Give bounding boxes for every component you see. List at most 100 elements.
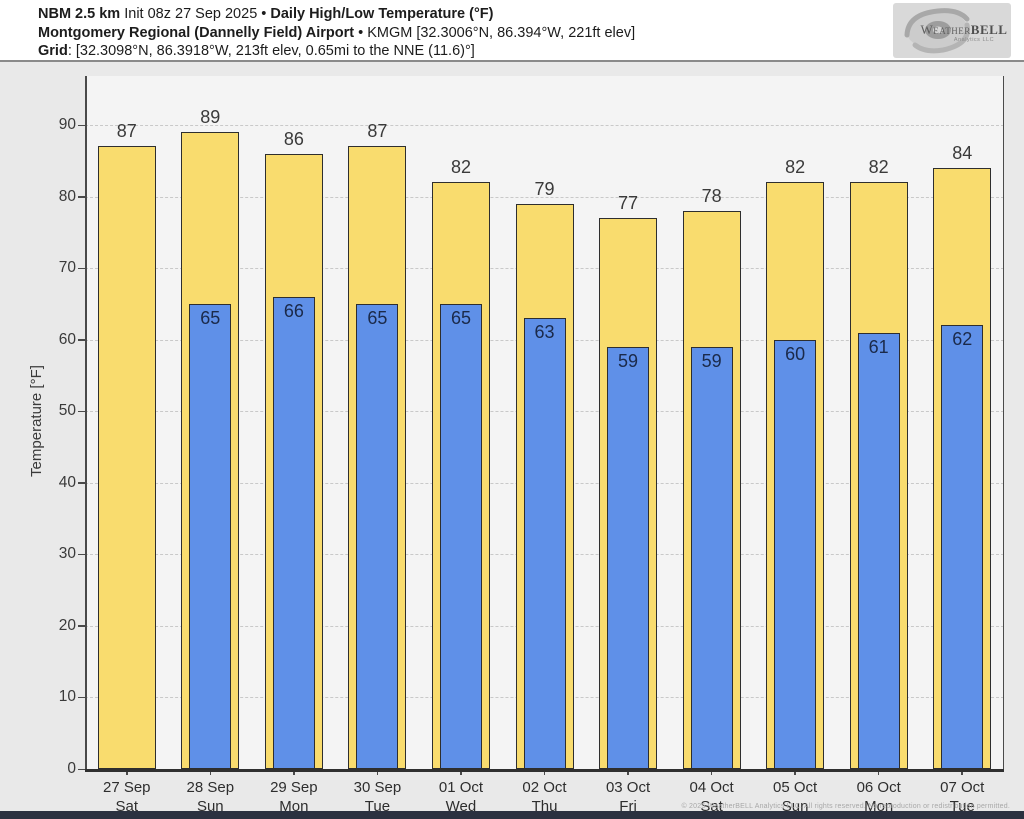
grid-meta: : [32.3098°N, 86.3918°W, 213ft elev, 0.6… xyxy=(67,43,475,59)
y-tick-mark xyxy=(78,625,85,627)
y-tick-label: 10 xyxy=(58,688,76,706)
low-value-label: 65 xyxy=(200,307,221,328)
low-bar xyxy=(857,332,900,769)
x-tick-mark xyxy=(710,769,713,775)
y-axis-spine-right xyxy=(1002,76,1004,769)
x-tick-mark xyxy=(794,769,796,775)
x-tick-label: 02 Oct Thu xyxy=(503,778,587,816)
y-tick-mark xyxy=(78,124,85,126)
x-tick-date: 30 Sep xyxy=(353,779,402,796)
title-line-2: Montgomery Regional (Dannelly Field) Air… xyxy=(38,24,635,43)
y-tick-mark xyxy=(78,768,85,770)
y-tick-label: 0 xyxy=(67,760,76,777)
x-tick-date: 28 Sep xyxy=(186,779,235,796)
y-tick-label: 50 xyxy=(58,402,76,420)
y-tick-label: 40 xyxy=(58,473,76,491)
x-axis-line xyxy=(85,769,1004,772)
title-line-1: NBM 2.5 km Init 08z 27 Sep 2025 • Daily … xyxy=(38,5,635,24)
y-tick-mark xyxy=(78,482,85,484)
low-bar xyxy=(690,346,733,769)
high-value-label: 87 xyxy=(116,121,137,142)
low-value-label: 65 xyxy=(367,307,388,328)
x-tick-mark xyxy=(126,769,128,775)
x-tick-label: 03 Oct Fri xyxy=(586,778,670,816)
low-bar xyxy=(356,303,399,769)
high-value-label: 86 xyxy=(283,128,304,149)
y-axis-title: Temperature [°F] xyxy=(28,365,45,477)
x-tick-label: 01 Oct Wed xyxy=(419,778,503,816)
y-tick-mark xyxy=(78,339,85,341)
high-value-label: 82 xyxy=(785,157,806,178)
logo-wordmark: WeatherBELL xyxy=(917,22,1011,38)
y-tick-label: 30 xyxy=(58,545,76,563)
weatherbell-logo: WeatherBELL Analytics LLC xyxy=(893,3,1011,58)
x-tick-weekday: Mon xyxy=(864,798,894,815)
x-tick-mark xyxy=(877,769,880,775)
x-tick-label: 29 Sep Mon xyxy=(252,778,336,816)
low-bar xyxy=(439,303,482,769)
high-value-label: 79 xyxy=(534,178,555,199)
x-tick-weekday: Thu xyxy=(531,798,558,815)
product-name: Daily High/Low Temperature (°F) xyxy=(270,6,494,22)
y-tick-label: 90 xyxy=(58,116,76,133)
logo-subtitle: Analytics LLC xyxy=(953,37,995,43)
x-tick-mark xyxy=(293,769,295,775)
x-tick-label: 30 Sep Tue xyxy=(335,778,419,816)
copyright-text: © 2025 WeatherBELL Analytics LLC. All ri… xyxy=(681,803,1010,810)
y-tick-mark xyxy=(78,196,85,198)
low-value-label: 62 xyxy=(952,329,973,350)
x-tick-mark xyxy=(961,769,963,775)
chart-title-block: NBM 2.5 km Init 08z 27 Sep 2025 • Daily … xyxy=(38,5,635,61)
chart-header: NBM 2.5 km Init 08z 27 Sep 2025 • Daily … xyxy=(0,0,1024,62)
x-tick-mark xyxy=(209,769,212,775)
x-tick-weekday: Mon xyxy=(279,798,309,815)
station-meta: • KMGM [32.3006°N, 86.394°W, 221ft elev] xyxy=(358,24,636,41)
high-value-label: 82 xyxy=(868,157,889,178)
y-tick-mark xyxy=(78,410,85,413)
chart-area: 0 10 20 30 40 50 60 70 80 90 87 27 Sep Sat 89 65 28 Sep… xyxy=(0,63,1024,819)
grid-label: Grid xyxy=(38,43,68,59)
x-tick-date: 27 Sep xyxy=(102,779,151,796)
logo-weather: Weather xyxy=(920,22,971,37)
y-tick-label: 70 xyxy=(58,259,76,277)
high-value-label: 84 xyxy=(952,142,973,163)
low-value-label: 63 xyxy=(534,322,555,343)
x-tick-label: 27 Sep Sat xyxy=(85,778,169,816)
high-value-label: 87 xyxy=(367,121,388,142)
low-value-label: 59 xyxy=(701,350,722,371)
x-tick-label: 06 Oct Mon xyxy=(837,778,921,816)
y-tick-mark xyxy=(78,696,85,699)
y-tick-mark xyxy=(78,553,85,556)
low-bar xyxy=(774,339,817,769)
x-tick-weekday: Sat xyxy=(115,798,139,815)
x-tick-date: 07 Oct xyxy=(940,779,985,796)
x-tick-label: 28 Sep Sun xyxy=(168,778,252,816)
x-tick-mark xyxy=(376,769,379,775)
high-value-label: 78 xyxy=(701,185,722,206)
low-value-label: 65 xyxy=(450,307,471,328)
low-bar xyxy=(941,325,984,769)
low-bar xyxy=(272,296,315,769)
low-bar xyxy=(189,303,232,769)
title-line-3: Grid: [32.3098°N, 86.3918°W, 213ft elev,… xyxy=(38,42,635,61)
x-tick-date: 01 Oct xyxy=(438,779,484,796)
high-bar xyxy=(97,146,156,769)
y-tick-label: 80 xyxy=(58,187,76,205)
x-tick-date: 02 Oct xyxy=(522,779,567,796)
low-bar xyxy=(607,346,650,769)
x-tick-weekday: Sat xyxy=(700,798,723,815)
x-tick-label: 05 Oct Sun xyxy=(753,778,837,816)
low-bar xyxy=(523,318,566,769)
y-tick-mark xyxy=(78,267,85,270)
grid-line xyxy=(85,196,1004,198)
x-tick-mark xyxy=(543,769,546,775)
x-tick-date: 06 Oct xyxy=(856,779,901,796)
x-tick-mark xyxy=(460,769,462,775)
logo-bell: BELL xyxy=(970,22,1008,37)
station-name: Montgomery Regional (Dannelly Field) Air… xyxy=(38,24,359,41)
footer-bar xyxy=(0,811,1024,819)
x-tick-weekday: Wed xyxy=(445,798,477,815)
low-value-label: 66 xyxy=(283,300,304,321)
x-tick-weekday: Fri xyxy=(619,798,637,815)
